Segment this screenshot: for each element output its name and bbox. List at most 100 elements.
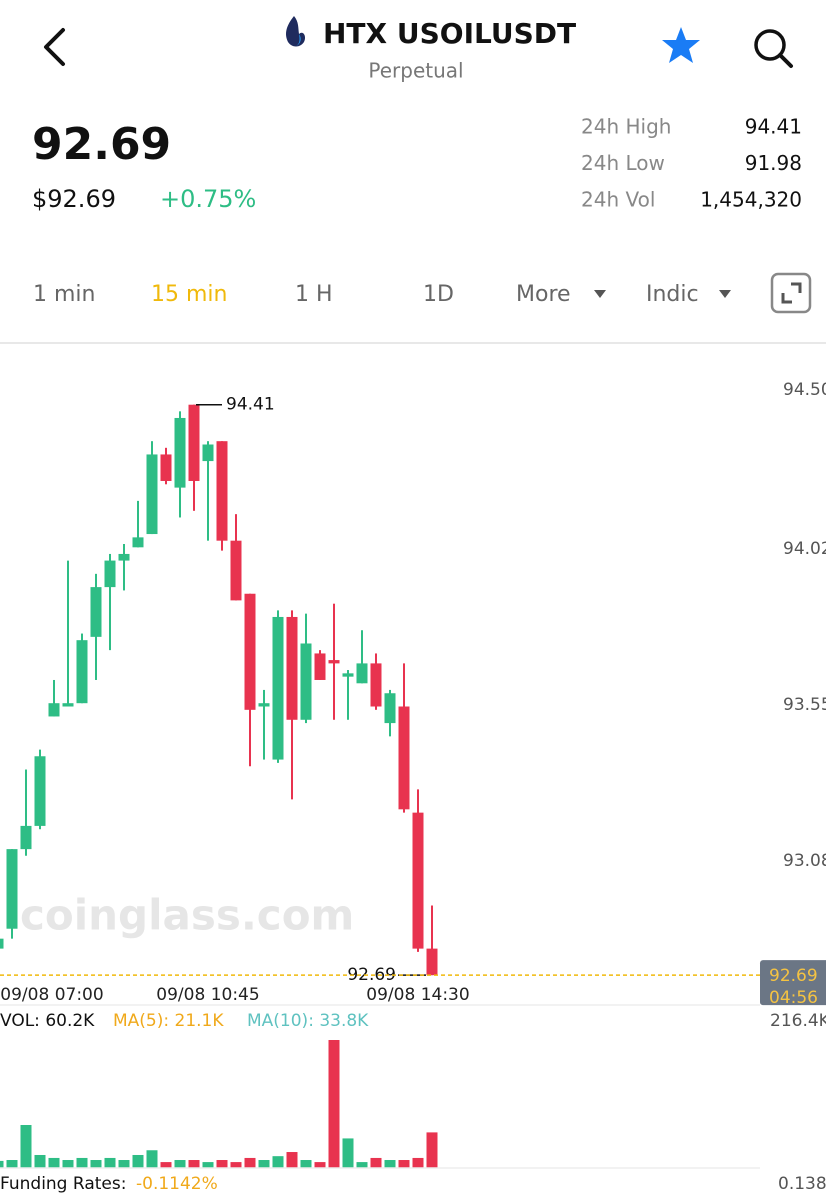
candle-body xyxy=(328,660,340,664)
volume-bar xyxy=(258,1160,270,1168)
back-button[interactable] xyxy=(44,28,65,66)
logo-accent xyxy=(296,34,301,46)
funding-label: Funding Rates: xyxy=(0,1174,126,1194)
favorite-star[interactable] xyxy=(662,27,700,63)
timeframe-tabs: 1 min 15 min 1 H 1D More Indic xyxy=(33,282,699,307)
x-tick-label: 09/08 07:00 xyxy=(0,985,103,1005)
usd-price: $92.69 xyxy=(32,185,116,213)
tab[interactable]: 1 min xyxy=(33,282,95,307)
candle-body xyxy=(426,948,438,976)
candle-body xyxy=(188,404,200,481)
candle-body xyxy=(286,616,298,720)
volume-bar xyxy=(34,1154,46,1168)
candle-body xyxy=(258,703,270,707)
candle-chart: 94.50 94.02 93.55 93.08 09/08 07:00 09/08 10:… xyxy=(0,380,826,1008)
tab[interactable]: 15 min xyxy=(151,282,227,307)
candle-body xyxy=(6,849,18,929)
price-tag-value: 92.69 xyxy=(769,966,818,986)
volume-bar xyxy=(0,1160,4,1168)
x-tick-label: 09/08 10:45 xyxy=(156,985,259,1005)
candle-body xyxy=(146,454,158,535)
y-tick-label: 93.08 xyxy=(783,851,826,871)
stat-value: 94.41 xyxy=(745,115,802,139)
legend-item: VOL: 60.2K xyxy=(0,1011,95,1031)
volume-bar xyxy=(244,1157,256,1168)
search-button[interactable] xyxy=(754,29,793,68)
candle-body xyxy=(118,553,130,561)
candle-body xyxy=(230,540,242,601)
candle-body xyxy=(90,587,102,637)
price-tag xyxy=(760,960,826,1006)
volume-bar xyxy=(48,1157,60,1168)
funding-value: -0.1142% xyxy=(136,1174,218,1194)
volume-bar xyxy=(216,1160,228,1168)
legend-item: MA(10): 33.8K xyxy=(247,1011,369,1031)
y-tick-label: 94.50 xyxy=(783,380,826,400)
volume-bar xyxy=(146,1150,158,1168)
volume-bar xyxy=(202,1162,214,1168)
tab[interactable]: 1 H xyxy=(295,282,333,307)
candle-body xyxy=(412,812,424,949)
volume-bar xyxy=(300,1160,312,1168)
x-tick-label: 09/08 14:30 xyxy=(366,985,469,1005)
dropdown-icon xyxy=(594,290,606,298)
candle-body xyxy=(160,454,172,481)
candle-body xyxy=(370,663,382,707)
volume-bar xyxy=(426,1132,438,1168)
candle-body xyxy=(104,560,116,588)
volume-bar xyxy=(272,1156,284,1168)
tab[interactable]: Indic xyxy=(646,282,699,307)
volume-bar xyxy=(174,1160,186,1168)
candle-body xyxy=(398,706,410,810)
funding-axis: 0.1382 xyxy=(778,1174,826,1194)
y-tick-label: 93.55 xyxy=(783,695,826,715)
fullscreen-button[interactable] xyxy=(770,272,812,314)
candle-body xyxy=(34,756,46,826)
price-change: +0.75% xyxy=(160,185,256,213)
volume-bar xyxy=(118,1160,130,1168)
candle-body xyxy=(48,703,60,717)
volume-bar xyxy=(104,1157,116,1168)
y-tick-label: 94.02 xyxy=(783,539,826,559)
volume-bar xyxy=(356,1162,368,1168)
candle-body xyxy=(174,417,186,488)
stat-value: 1,454,320 xyxy=(700,188,802,212)
volume-bar xyxy=(230,1162,242,1168)
tab[interactable]: More xyxy=(516,282,571,307)
candle-body xyxy=(272,616,284,760)
stat-value: 91.98 xyxy=(745,151,802,175)
volume-chart: 216.4K VOL: 60.2K MA(5): 21.1K MA(10): 33.8… xyxy=(0,1011,826,1168)
candle-body xyxy=(202,444,214,462)
candle-body xyxy=(132,537,144,548)
legend-item: MA(5): 21.1K xyxy=(113,1011,224,1031)
dropdown-icon xyxy=(719,290,731,298)
candle-body xyxy=(356,663,368,684)
volume-bar xyxy=(328,1040,340,1168)
volume-bar xyxy=(62,1160,74,1168)
stats: 24h High 94.41 24h Low 91.98 24h Vol 1,454,32… xyxy=(581,115,802,212)
volume-bar xyxy=(132,1154,144,1168)
volume-bar xyxy=(188,1160,200,1168)
volume-bar xyxy=(286,1152,298,1168)
pair-title: HTX USOILUSDT xyxy=(323,17,576,50)
candle-body xyxy=(244,593,256,710)
candle-body xyxy=(384,693,396,724)
tab[interactable]: 1D xyxy=(423,282,454,307)
candle-body xyxy=(62,703,74,707)
volume-bar xyxy=(160,1162,172,1168)
y-tick-label: 216.4K xyxy=(770,1011,826,1031)
volume-bar xyxy=(6,1160,18,1168)
volume-bar xyxy=(398,1160,410,1168)
candle-body xyxy=(300,643,312,720)
candle-body xyxy=(0,938,4,949)
contract-type: Perpetual xyxy=(368,59,463,83)
last-price: 92.69 xyxy=(32,119,171,170)
watermark: coinglass.com xyxy=(20,891,354,940)
stat-label: 24h Low xyxy=(581,151,665,175)
volume-bar xyxy=(412,1157,424,1168)
annotation-label: 94.41 xyxy=(226,395,275,415)
stat-label: 24h Vol xyxy=(581,188,655,212)
volume-bar xyxy=(314,1162,326,1168)
stat-label: 24h High xyxy=(581,115,671,139)
